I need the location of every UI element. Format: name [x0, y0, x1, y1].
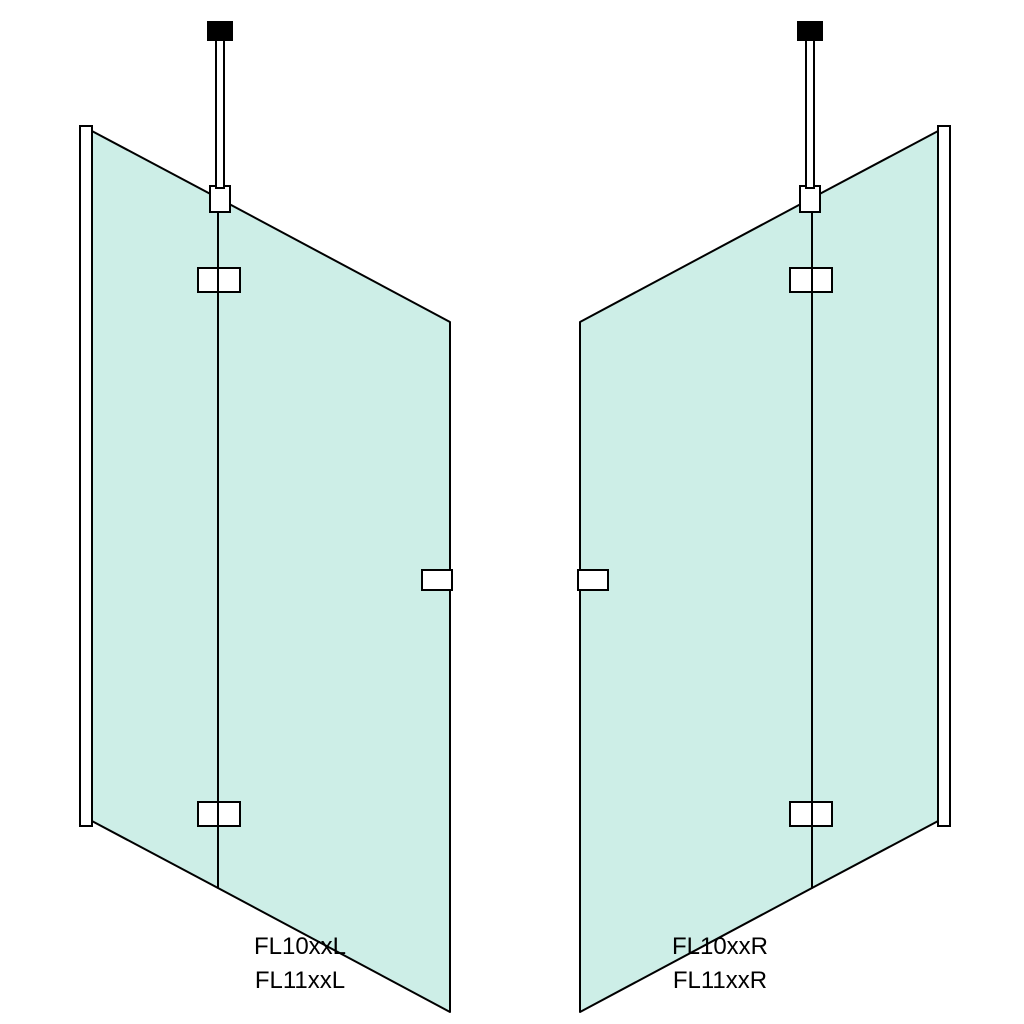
unit-right	[578, 22, 950, 1012]
label-right: FL10xxR FL11xxR	[620, 930, 820, 997]
unit-left	[80, 22, 452, 1012]
product-diagram-svg	[0, 0, 1024, 1024]
label-right-line2: FL11xxR	[620, 964, 820, 998]
label-left: FL10xxL FL11xxL	[200, 930, 400, 997]
label-right-line1: FL10xxR	[620, 930, 820, 964]
diagram-container: FL10xxL FL11xxL FL10xxR FL11xxR	[0, 0, 1024, 1024]
label-left-line1: FL10xxL	[200, 930, 400, 964]
label-left-line2: FL11xxL	[200, 964, 400, 998]
